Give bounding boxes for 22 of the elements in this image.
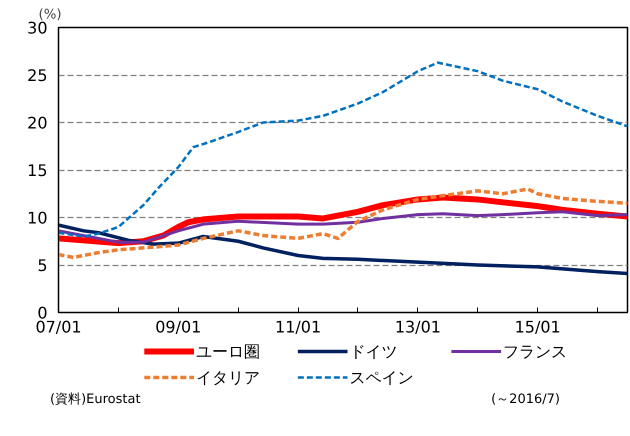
legend-label: スペイン bbox=[349, 368, 414, 387]
line-series bbox=[58, 187, 628, 260]
legend-label: ユーロ圏 bbox=[196, 342, 260, 361]
text: (～2016/7) bbox=[491, 391, 560, 409]
y-tick-label: 25 bbox=[27, 66, 48, 85]
text: (資料)Eurostat bbox=[50, 391, 141, 409]
line-series bbox=[58, 223, 628, 276]
y-tick-label: 20 bbox=[27, 114, 48, 132]
legend-label: イタリア bbox=[196, 368, 260, 387]
legend-label: ドイツ bbox=[349, 342, 398, 361]
y-axis-title: (%) bbox=[38, 8, 62, 22]
legend-label: フランス bbox=[502, 342, 567, 361]
x-tick-label: 07/01 bbox=[35, 318, 82, 336]
line-series bbox=[58, 61, 628, 238]
y-tick-label: 15 bbox=[27, 161, 48, 180]
x-tick-label: 15/01 bbox=[514, 318, 561, 336]
x-tick-label: 13/01 bbox=[394, 318, 441, 336]
y-tick-label: 10 bbox=[27, 208, 48, 228]
y-tick-label: 5 bbox=[37, 256, 48, 275]
x-tick-label: 09/01 bbox=[155, 318, 202, 336]
x-tick-label: 11/01 bbox=[275, 318, 322, 336]
line-series bbox=[58, 210, 628, 244]
